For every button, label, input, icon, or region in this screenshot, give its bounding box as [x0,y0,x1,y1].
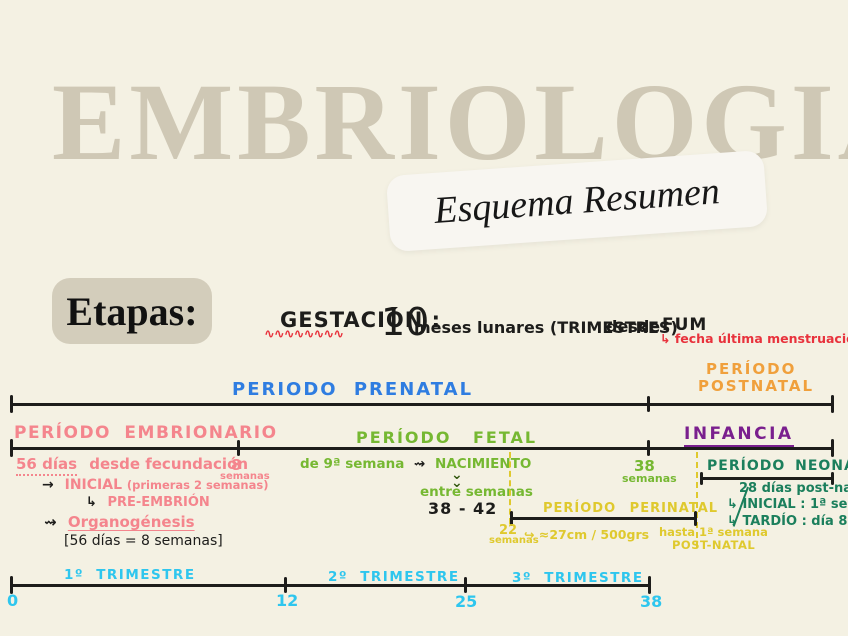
organogenesis-row: ⇝ Organogénesis [44,513,195,531]
timeline-stages-tick-end [831,439,834,457]
embrionario-inicial-row: → INICIAL (primeras 2 semanas) [42,477,268,493]
squiggle-arrow-icon: ⇝ [44,513,57,531]
embrionario-duration: 56 días desde fecundación [16,455,249,476]
trimester-tick-label-12: 12 [276,591,299,610]
perinatal-end-line2: POST-NATAL [672,538,756,552]
gestacion-label: GESTACIÓN : [280,308,442,332]
dias-56: 56 días [16,455,78,476]
trimester-tick-0 [10,576,13,594]
neonatal-inicial: INICIAL : 1ª semana [742,497,848,512]
tick8-unit: semanas [220,471,270,482]
perinatal-tick-end [694,511,697,526]
pre-embrion-label: PRE-EMBRIÓN [107,495,210,510]
perinatal-line [510,517,697,520]
trimester-tick-label-0: 0 [7,591,19,610]
timeline-stages-tick-38weeks [647,440,650,456]
fum-footnote: ↳ fecha última menstruacion [660,331,848,346]
gestacion-desde: desde [606,317,661,336]
corner-arrow-icon: ↳ [727,514,738,529]
chevron-down-icon: ⌄ [451,475,463,491]
fetal-range-row: de 9ª semana ⇝ NACIMIENTO [300,456,531,472]
squiggle-arrow-icon: ⇝ [414,456,426,472]
inicial-label: INICIAL [64,477,122,493]
neonatal-duration: 28 días post-natal [739,481,848,496]
perinatal-start-week: 22 [499,523,518,538]
trimester-tick-label-25: 25 [455,592,478,611]
timeline-stages-tick-8weeks [237,440,240,456]
embrionario-title: PERÍODO EMBRIONARIO [14,423,278,443]
gestacion-number: 10 [381,300,430,344]
fetal-range-end: NACIMIENTO [435,456,532,472]
timeline-stages-line [10,447,834,450]
tick38-unit: semanas [622,472,677,485]
hook-arrow-icon: ↪ [524,527,535,542]
postnatal-label-line1: PERÍODO [706,360,797,378]
pre-embrion-row: ↳ PRE-EMBRIÓN [86,495,210,510]
prenatal-label: PERIODO PRENATAL [232,379,474,400]
page-subtitle: Esquema Resumen [432,170,722,232]
neonatal-tardio-row: ↳ TARDÍO : día 8-28 [727,514,848,529]
timeline-main-line [10,403,834,406]
infancia-title: INFANCIA [684,424,794,447]
fum-note-text: fecha última menstruacion [674,331,848,346]
neonatal-tick-end [831,472,834,485]
postnatal-label-line2: POSTNATAL [698,377,815,395]
inicial-note: (primeras 2 semanas) [126,478,269,492]
timeline-main-tick-start [10,395,13,413]
etapas-label: Etapas: [66,288,198,334]
fetal-weeks-range: 38 - 42 [428,499,498,518]
trimester-tick-label-38: 38 [640,592,663,611]
right-arrow-icon: → [42,477,54,493]
tick8-number: 8 [231,456,242,474]
neonatal-line [700,477,834,480]
fetal-range-start: de 9ª semana [300,456,405,472]
perinatal-start-week-unit: semanas [489,535,539,546]
chevron-down-icon: ⌄ [451,467,463,483]
fetal-title: PERÍODO FETAL [356,428,538,447]
gestacion-unit: meses lunares (TRIMESTRES) [414,318,678,337]
perinatal-measurement: ≈27cm / 500grs [538,527,650,542]
perinatal-dashed-line-start [509,452,511,524]
timeline-main-tick-birth [647,396,650,412]
double-chevron-down-icon: ⌄ ⌄ [451,467,463,491]
perinatal-end-line1: hasta 1ª semana [659,525,768,539]
neonatal-title: PERÍODO NEONATAL [707,458,848,474]
trimester-tick-25 [464,577,467,593]
fetal-entre-label: entre semanas [420,484,533,500]
trimester-line [10,584,650,587]
organogenesis-label: Organogénesis [67,513,195,531]
corner-arrow-icon: ↳ [86,495,97,510]
perinatal-tick-start [510,511,513,526]
dias-rest: desde fecundación [89,455,249,473]
timeline-main-tick-end [831,395,834,413]
etapas-pill: Etapas: [52,278,212,344]
neonatal-tardio: TARDÍO : día 8-28 [742,514,848,529]
corner-arrow-icon: ↳ [660,331,671,346]
perinatal-dashed-line-end [696,452,698,548]
perinatal-title: PERÍODO PERINATAL [543,501,719,516]
trimester3-label: 3º TRIMESTRE [512,570,644,586]
trimester1-label: 1º TRIMESTRE [64,567,196,583]
corner-arrow-icon: ↳ [727,497,738,512]
tick38-number: 38 [634,457,655,475]
neonatal-tick-start [700,472,703,485]
trimester-tick-38 [648,576,651,594]
timeline-stages-tick-start [10,439,13,457]
perinatal-measurement-row: ↪ ≈27cm / 500grs [524,527,649,542]
trimester2-label: 2º TRIMESTRE [328,569,460,585]
trimester-tick-12 [284,577,287,593]
gestacion-fum: FUM [662,315,708,335]
squiggle-underline-icon: ∿∿∿∿∿∿∿∿ [264,327,344,342]
neonatal-inicial-row: ↳ INICIAL : 1ª semana [727,497,848,512]
embrionario-equivalence: [56 días = 8 semanas] [64,533,223,549]
